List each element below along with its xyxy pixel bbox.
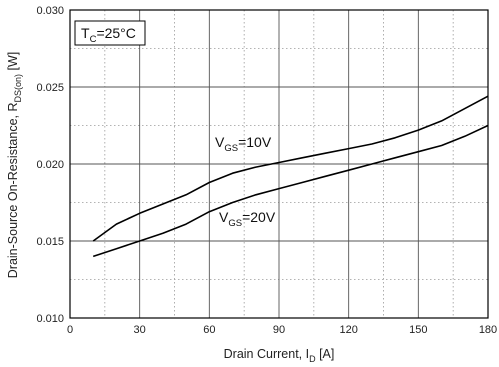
condition-box-frame: [74, 20, 146, 46]
x-tick-label: 60: [203, 324, 215, 336]
series-line-vgs-20v: [92, 124, 489, 258]
x-tick-label: 180: [479, 324, 497, 336]
x-tick-label: 0: [67, 324, 73, 336]
y-tick-label: 0.030: [36, 5, 64, 17]
x-axis-title: Drain Current, ID [A]: [224, 347, 335, 364]
y-tick-label: 0.015: [36, 236, 64, 248]
x-tick-label: 30: [134, 324, 146, 336]
series-label-vgs-10v: VGS=10V: [215, 134, 272, 154]
tick-labels: 0 30 60 90 120 150 180 0.010 0.015 0.020 0.025 0.03…: [36, 5, 497, 336]
x-tick-label: 90: [273, 324, 285, 336]
y-tick-label: 0.025: [36, 82, 64, 94]
y-tick-label: 0.020: [36, 159, 64, 171]
series-label-vgs-20v: VGS=20V: [219, 209, 276, 229]
plot-frame: [69, 9, 489, 319]
condition-box: TC=25°C: [74, 20, 146, 46]
x-tick-label: 150: [409, 324, 427, 336]
series-lines: [92, 95, 489, 258]
condition-label: TC=25°C: [81, 25, 136, 45]
series-line-vgs-10v: [92, 95, 489, 242]
y-axis-title: Drain-Source On-Resistance, RDS(on) [W]: [6, 52, 23, 279]
x-tick-label: 120: [339, 324, 357, 336]
y-tick-label: 0.010: [36, 313, 64, 325]
